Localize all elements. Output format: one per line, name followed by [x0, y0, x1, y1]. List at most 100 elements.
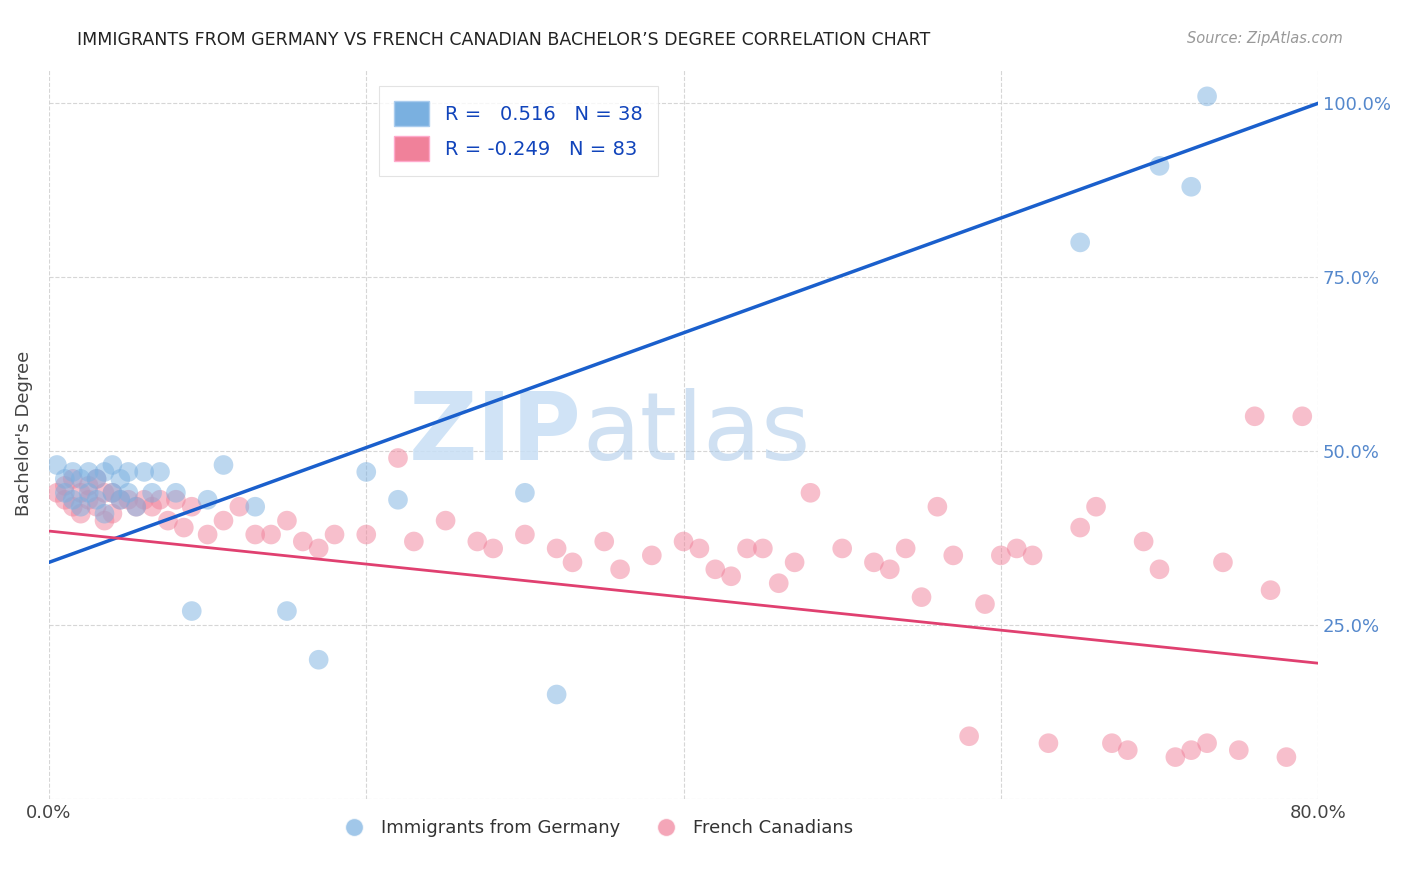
Point	[863, 555, 886, 569]
Point	[1180, 179, 1202, 194]
Point	[173, 520, 195, 534]
Point	[180, 500, 202, 514]
Point	[212, 514, 235, 528]
Point	[276, 604, 298, 618]
Point	[1101, 736, 1123, 750]
Point	[101, 507, 124, 521]
Point	[910, 590, 932, 604]
Point	[641, 549, 664, 563]
Point	[228, 500, 250, 514]
Point	[688, 541, 710, 556]
Point	[752, 541, 775, 556]
Point	[101, 458, 124, 472]
Point	[482, 541, 505, 556]
Point	[927, 500, 949, 514]
Point	[402, 534, 425, 549]
Text: atlas: atlas	[582, 388, 810, 480]
Point	[291, 534, 314, 549]
Text: ZIP: ZIP	[409, 388, 582, 480]
Point	[990, 549, 1012, 563]
Point	[77, 465, 100, 479]
Point	[1116, 743, 1139, 757]
Point	[387, 492, 409, 507]
Point	[69, 485, 91, 500]
Point	[1132, 534, 1154, 549]
Point	[894, 541, 917, 556]
Point	[212, 458, 235, 472]
Point	[387, 450, 409, 465]
Point	[720, 569, 742, 583]
Point	[1069, 235, 1091, 250]
Point	[53, 479, 76, 493]
Point	[62, 492, 84, 507]
Point	[134, 492, 156, 507]
Point	[93, 465, 115, 479]
Point	[1164, 750, 1187, 764]
Point	[141, 500, 163, 514]
Point	[1197, 89, 1219, 103]
Point	[45, 458, 67, 472]
Point	[180, 604, 202, 618]
Point	[149, 492, 172, 507]
Point	[593, 534, 616, 549]
Point	[1212, 555, 1234, 569]
Point	[93, 514, 115, 528]
Point	[86, 472, 108, 486]
Point	[356, 527, 378, 541]
Point	[197, 527, 219, 541]
Point	[879, 562, 901, 576]
Point	[93, 485, 115, 500]
Point	[125, 500, 148, 514]
Point	[1069, 520, 1091, 534]
Point	[561, 555, 583, 569]
Point	[465, 534, 488, 549]
Point	[1291, 409, 1313, 424]
Point	[831, 541, 853, 556]
Point	[735, 541, 758, 556]
Point	[156, 514, 179, 528]
Point	[1197, 736, 1219, 750]
Point	[101, 485, 124, 500]
Point	[77, 485, 100, 500]
Point	[546, 688, 568, 702]
Point	[125, 500, 148, 514]
Point	[53, 472, 76, 486]
Point	[62, 465, 84, 479]
Y-axis label: Bachelor's Degree: Bachelor's Degree	[15, 351, 32, 516]
Point	[86, 492, 108, 507]
Point	[768, 576, 790, 591]
Point	[1005, 541, 1028, 556]
Point	[245, 500, 267, 514]
Point	[1180, 743, 1202, 757]
Point	[77, 479, 100, 493]
Point	[546, 541, 568, 556]
Point	[799, 485, 821, 500]
Point	[308, 541, 330, 556]
Point	[513, 485, 536, 500]
Point	[101, 485, 124, 500]
Point	[134, 465, 156, 479]
Point	[149, 465, 172, 479]
Point	[86, 472, 108, 486]
Point	[69, 472, 91, 486]
Point	[62, 472, 84, 486]
Point	[1038, 736, 1060, 750]
Point	[783, 555, 806, 569]
Legend: Immigrants from Germany, French Canadians: Immigrants from Germany, French Canadian…	[329, 812, 860, 845]
Point	[974, 597, 997, 611]
Text: Source: ZipAtlas.com: Source: ZipAtlas.com	[1187, 31, 1343, 46]
Point	[93, 507, 115, 521]
Point	[276, 514, 298, 528]
Point	[260, 527, 283, 541]
Point	[1021, 549, 1043, 563]
Point	[1149, 562, 1171, 576]
Point	[110, 492, 132, 507]
Point	[434, 514, 457, 528]
Point	[513, 527, 536, 541]
Point	[69, 500, 91, 514]
Point	[245, 527, 267, 541]
Point	[1243, 409, 1265, 424]
Point	[1149, 159, 1171, 173]
Point	[609, 562, 631, 576]
Point	[53, 485, 76, 500]
